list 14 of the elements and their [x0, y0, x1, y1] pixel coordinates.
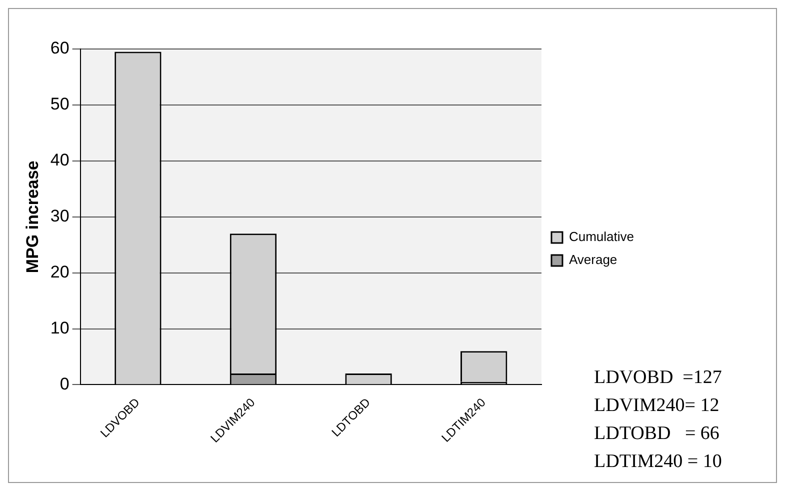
- y-axis-title: MPG increase: [22, 160, 42, 274]
- text: LDTOBD = 66: [594, 422, 720, 446]
- y-tick-label: 50: [50, 94, 70, 114]
- y-tick-label: 30: [50, 206, 70, 226]
- text: LDVIM240= 12: [594, 394, 720, 418]
- legend-label: Cumulative: [568, 229, 634, 244]
- y-tick-label: 60: [50, 38, 70, 58]
- y-tick-label: 10: [50, 318, 70, 338]
- y-tick-label: 0: [60, 374, 70, 394]
- legend-label: Average: [568, 252, 618, 268]
- y-tick-label: 20: [50, 262, 70, 282]
- text: LDTIM240 = 10: [594, 450, 722, 474]
- y-tick-label: 40: [50, 150, 70, 170]
- text: LDVOBD =127: [594, 366, 722, 390]
